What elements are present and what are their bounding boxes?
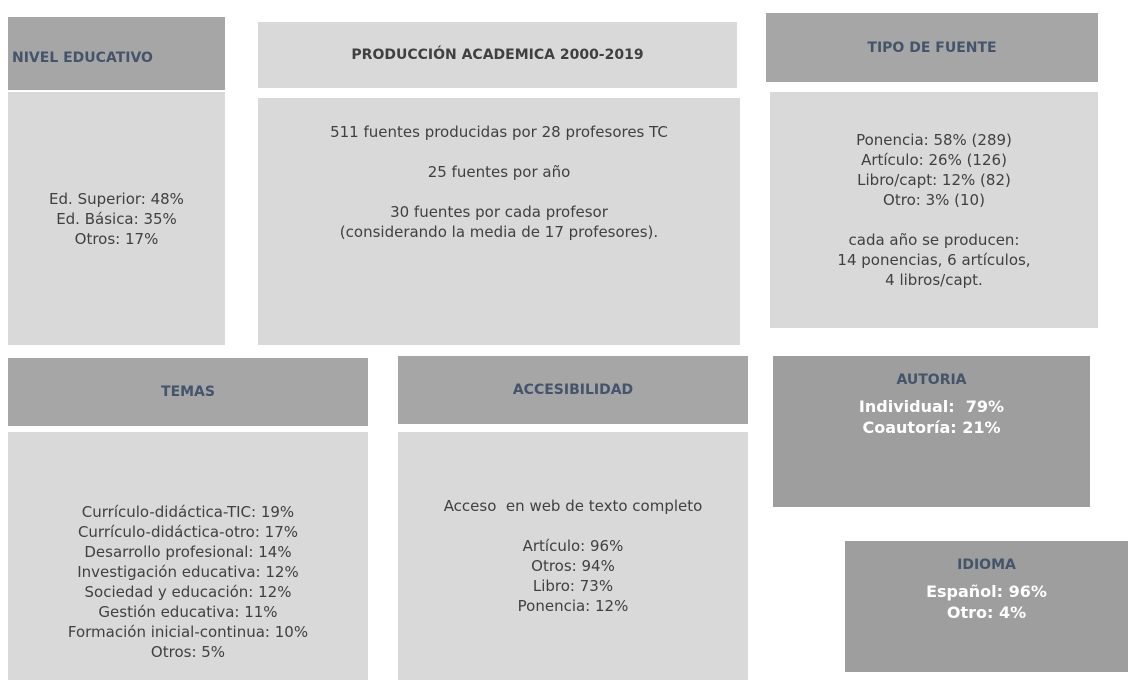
box-header: PRODUCCIÓN ACADEMICA 2000-2019 (258, 22, 737, 88)
box-body: Currículo-didáctica-TIC: 19% Currículo-di… (8, 432, 368, 680)
box-header: ACCESIBILIDAD (398, 356, 748, 424)
text-line: Currículo-didáctica-TIC: 19% (81, 503, 295, 521)
text-line: Ponencia: 58% (289) (856, 131, 1012, 149)
text-line: Libro/capt: 12% (82) (857, 171, 1011, 189)
paragraph: Ed. Superior: 48% Ed. Básica: 35% Otros: 1… (49, 189, 184, 249)
paragraph: cada año se producen: 14 ponencias, 6 art… (837, 230, 1030, 290)
text-line: cada año se producen: (848, 231, 1020, 249)
callout-title: AUTORIA (896, 372, 967, 388)
box-body: Acceso en web de texto completo Artículo:… (398, 432, 748, 680)
paragraph: 30 fuentes por cada profesor (considerand… (340, 202, 658, 242)
paragraph: 25 fuentes por año (428, 162, 571, 182)
paragraph: Acceso en web de texto completo (444, 496, 703, 516)
text-line: Otros: 5% (150, 643, 226, 661)
box-header: NIVEL EDUCATIVO (8, 17, 225, 90)
text-line: Ponencia: 12% (517, 597, 629, 615)
text-line: Otro: 3% (10) (883, 191, 985, 209)
box-body: Ponencia: 58% (289) Artículo: 26% (126) Li… (770, 92, 1098, 328)
paragraph: Currículo-didáctica-TIC: 19% Currículo-di… (68, 502, 308, 662)
text-line: 14 ponencias, 6 artículos, (837, 251, 1031, 269)
callout-box: IDIOMA Español: 96% Otro: 4% (845, 541, 1128, 672)
text-line: Acceso en web de texto completo (443, 497, 703, 515)
text-line: Individual: 79% (858, 397, 1005, 416)
callout-box: AUTORIA Individual: 79% Coautoría: 21% (773, 356, 1090, 507)
callout-title: IDIOMA (957, 557, 1016, 573)
text-line: Sociedad y educación: 12% (84, 583, 292, 601)
paragraph: Español: 96% Otro: 4% (926, 581, 1047, 623)
text-line: Currículo-didáctica-otro: 17% (77, 523, 299, 541)
text-line: (considerando la media de 17 profesores)… (339, 223, 659, 241)
text-line: Otros: 94% (531, 557, 615, 575)
text-line: 511 fuentes producidas por 28 profesores… (330, 123, 668, 141)
text-line: Artículo: 26% (126) (861, 151, 1007, 169)
box-body: 511 fuentes producidas por 28 profesores… (258, 98, 740, 345)
box-header: TEMAS (8, 358, 368, 426)
text-line: Gestión educativa: 11% (98, 603, 278, 621)
text-line: Libro: 73% (532, 577, 614, 595)
box-header: TIPO DE FUENTE (766, 13, 1098, 82)
text-line: Ed. Básica: 35% (56, 209, 177, 228)
paragraph: Individual: 79% Coautoría: 21% (859, 396, 1004, 438)
paragraph: Ponencia: 58% (289) Artículo: 26% (126) Li… (856, 130, 1012, 210)
text-line: Coautoría: 21% (862, 418, 1001, 437)
text-line: 4 libros/capt. (885, 271, 983, 289)
text-line: Español: 96% (926, 582, 1047, 601)
text-line: Formación inicial-continua: 10% (67, 623, 309, 641)
box-body: Ed. Superior: 48% Ed. Básica: 35% Otros: 1… (8, 92, 225, 345)
text-line: 25 fuentes por año (427, 163, 571, 181)
text-line: Ed. Superior: 48% (49, 189, 184, 208)
text-line: Otro: 4% (946, 603, 1027, 622)
text-line: Artículo: 96% (522, 537, 624, 555)
text-line: Desarrollo profesional: 14% (84, 543, 292, 561)
text-line: Otros: 17% (74, 229, 159, 248)
text-line: 30 fuentes por cada profesor (390, 203, 608, 221)
paragraph: Artículo: 96% Otros: 94% Libro: 73% Ponenci… (518, 536, 629, 616)
paragraph: 511 fuentes producidas por 28 profesores… (330, 122, 668, 142)
text-line: Investigación educativa: 12% (77, 563, 299, 581)
